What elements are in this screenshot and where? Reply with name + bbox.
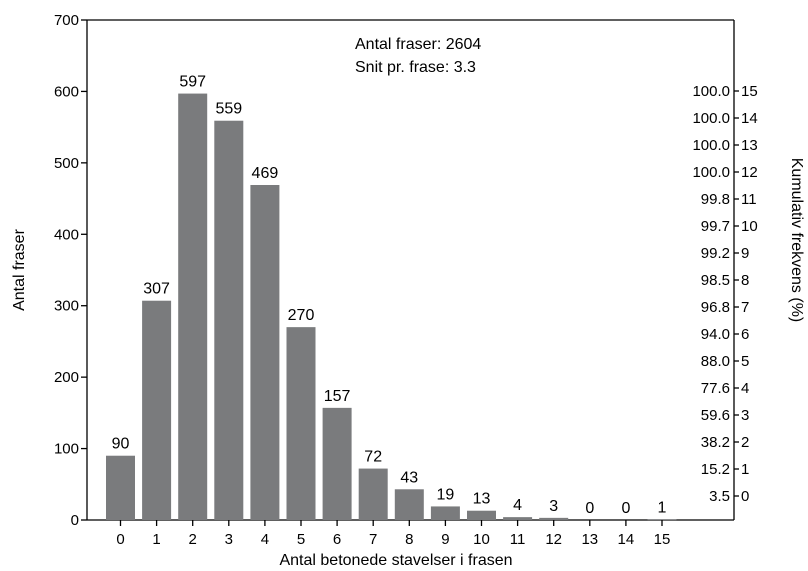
right-tick-label: 4 [741,380,749,397]
bar [286,327,316,520]
y-tick-label: 300 [54,298,79,315]
bar-value-label: 4 [513,497,522,514]
cumulative-frequency-label: 38.2 [701,434,730,451]
bar-value-label: 0 [621,500,630,517]
x-tick-label: 14 [618,531,635,548]
x-tick-label: 3 [225,531,233,548]
right-tick-label: 3 [741,407,749,424]
x-axis: 0 1 2 3 4 5 6 7 8 9 10 11 12 13 14 15 [116,520,670,548]
bar [539,517,569,520]
right-tick-label: 2 [741,434,749,451]
right-axis-title: Kumulativ frekvens (%) [788,158,805,323]
x-tick-label: 15 [654,531,671,548]
bar [358,468,388,520]
cumulative-frequency-label: 3.5 [709,488,730,505]
y-axis: 0 100 200 300 400 500 600 700 [54,12,87,529]
bar-value-label: 559 [215,101,242,118]
cumulative-frequency-label: 98.5 [701,272,730,289]
right-tick-label: 14 [741,110,758,127]
bar [106,455,135,520]
bar-value-label: 1 [658,499,667,516]
x-tick-label: 13 [581,531,598,548]
bar-value-label: 0 [585,500,594,517]
bar [394,489,424,520]
x-tick-label: 2 [189,531,197,548]
x-tick-label: 7 [369,531,377,548]
x-tick-label: 1 [152,531,160,548]
bar [647,519,677,521]
y-tick-label: 500 [54,155,79,172]
bar-value-label: 72 [364,449,382,466]
x-tick-label: 10 [473,531,490,548]
right-tick-label: 6 [741,326,749,343]
bar-value-label: 307 [143,281,170,298]
right-tick-label: 13 [741,137,758,154]
x-tick-label: 4 [261,531,269,548]
cumulative-frequency-label: 94.0 [701,326,730,343]
right-tick-label: 0 [741,488,749,505]
cumulative-frequency-label: 99.7 [701,218,730,235]
cumulative-frequency-label: 99.8 [701,191,730,208]
y-tick-label: 0 [71,512,79,529]
bar-value-label: 157 [324,388,351,405]
bar [250,185,280,520]
cumulative-frequency-label: 100.0 [692,137,730,154]
right-tick-label: 7 [741,299,749,316]
y-tick-label: 700 [54,12,79,29]
bar [430,506,460,520]
bar-value-label: 270 [288,307,315,324]
bar [214,120,244,520]
annotation-total: Antal fraser: 2604 [355,36,481,53]
bar-value-label: 3 [549,498,558,515]
right-tick-label: 12 [741,164,758,181]
y-tick-label: 100 [54,441,79,458]
bar-value-label: 597 [179,74,206,91]
bar [142,300,172,520]
x-tick-label: 5 [297,531,305,548]
right-tick-label: 5 [741,353,749,370]
right-tick-label: 8 [741,272,749,289]
x-tick-label: 8 [405,531,413,548]
x-tick-label: 6 [333,531,341,548]
right-axis: 0 3.5 1 15.2 2 38.2 3 59.6 4 77.6 5 88.0 6 94.0 7 96.8 8… [692,83,757,505]
cumulative-frequency-label: 100.0 [692,110,730,127]
bar [322,407,352,520]
x-tick-label: 11 [510,531,526,548]
bars-group [106,93,677,521]
cumulative-frequency-label: 96.8 [701,299,730,316]
x-axis-title: Antal betonede stavelser i frasen [279,552,512,566]
annotation-mean: Snit pr. frase: 3.3 [355,59,476,76]
bar-value-label: 43 [400,469,418,486]
y-tick-label: 200 [54,369,79,386]
bar [178,93,208,521]
cumulative-frequency-label: 59.6 [701,407,730,424]
bar-value-label: 90 [112,436,130,453]
cumulative-frequency-label: 100.0 [692,83,730,100]
right-tick-label: 10 [741,218,758,235]
bar-value-label: 19 [437,486,455,503]
cumulative-frequency-label: 88.0 [701,353,730,370]
right-tick-label: 9 [741,245,749,262]
bar-value-label: 469 [252,165,279,182]
bar [503,517,533,520]
x-tick-label: 9 [441,531,449,548]
right-tick-label: 1 [741,461,749,478]
bar [467,510,496,520]
y-tick-label: 600 [54,83,79,100]
cumulative-frequency-label: 100.0 [692,164,730,181]
cumulative-frequency-label: 99.2 [701,245,730,262]
cumulative-frequency-label: 15.2 [701,461,730,478]
right-tick-label: 15 [741,83,758,100]
y-axis-title: Antal fraser [11,228,28,310]
bar-value-label: 13 [473,491,491,508]
right-tick-label: 11 [741,191,757,208]
x-tick-label: 0 [116,531,124,548]
cumulative-frequency-label: 77.6 [701,380,730,397]
x-tick-label: 12 [545,531,562,548]
y-tick-label: 400 [54,226,79,243]
